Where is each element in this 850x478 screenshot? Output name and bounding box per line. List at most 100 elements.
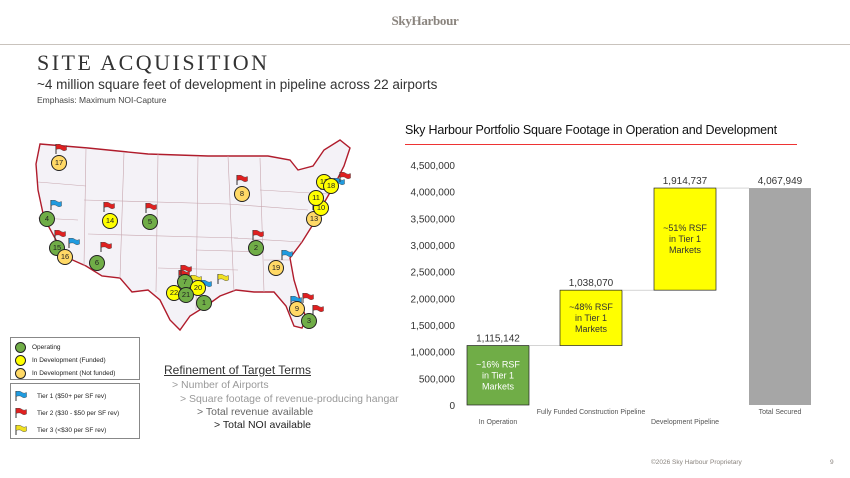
airport-marker-9: 9 [289, 301, 305, 317]
airport-marker-5: 5 [142, 214, 158, 230]
legend-label: In Development (Not funded) [32, 369, 116, 377]
airport-flag-10 [281, 250, 293, 260]
bar-annotation: ~51% RSF [663, 223, 707, 233]
airport-flag-8 [54, 230, 66, 240]
page-title: SITE ACQUISITION [37, 50, 270, 75]
bar-value-label: 1,914,737 [663, 176, 708, 187]
airport-flag-6 [68, 238, 80, 248]
legend-tier1: Tier 1 ($50+ per SF rev) [15, 390, 106, 402]
flag-icon [15, 425, 27, 435]
legend-circle-icon [15, 367, 26, 379]
airport-flag-21 [339, 172, 351, 182]
legend-label: Tier 1 ($50+ per SF rev) [37, 392, 107, 400]
bar-value-label: 4,067,949 [758, 176, 803, 187]
y-tick-label: 4,000,000 [411, 188, 456, 199]
airport-marker-3: 3 [301, 313, 317, 329]
legend-label: In Development (Funded) [32, 356, 106, 364]
y-tick-label: 500,000 [419, 374, 456, 385]
legend-tier3: Tier 3 (<$30 per SF rev) [15, 424, 106, 436]
y-tick-label: 1,500,000 [411, 321, 456, 332]
x-category-label: Total Secured [759, 409, 802, 416]
airport-marker-20: 20 [190, 280, 206, 296]
airport-marker-1: 1 [196, 295, 212, 311]
y-tick-label: 4,500,000 [411, 161, 456, 172]
legend-circle-icon [15, 341, 26, 353]
footer-copyright: ©2026 Sky Harbour Proprietary [651, 459, 742, 466]
y-tick-label: 0 [449, 401, 455, 412]
bar-annotation: in Tier 1 [482, 370, 514, 380]
legend-status-fund: In Development (Funded) [15, 354, 106, 366]
y-tick-label: 3,500,000 [411, 214, 456, 225]
bar-annotation: ~48% RSF [569, 302, 613, 312]
bar-value-label: 1,115,142 [476, 334, 520, 345]
waterfall-chart: 0 500,000 1,000,000 1,500,000 2,000,000 2,500… [411, 161, 811, 426]
us-map-outline [35, 139, 351, 332]
airport-marker-14: 14 [102, 213, 118, 229]
bar-annotation: Markets [669, 245, 702, 255]
status-legend: Operating In Development (Funded) In Devel… [10, 337, 140, 380]
brand-logo: SkyHarbour [391, 13, 459, 28]
tier-legend: Tier 1 ($50+ per SF rev) Tier 2 ($30 - $5… [10, 383, 140, 439]
airport-marker-21: 21 [178, 287, 194, 303]
airport-flag-4 [145, 203, 157, 213]
bar-1 [466, 345, 530, 406]
x-category-label: In Operation [479, 419, 518, 426]
refinement-line-1: > Number of Airports [172, 379, 269, 391]
bar-2 [559, 289, 623, 346]
flag-icon [15, 391, 27, 401]
bar-4 [749, 188, 811, 405]
airport-marker-8: 8 [234, 186, 250, 202]
legend-status-op: Operating [15, 341, 61, 353]
airport-marker-16: 16 [57, 249, 73, 265]
airport-flag-9 [252, 230, 264, 240]
bar-annotation: ~16% RSF [476, 359, 520, 369]
airport-flag-13 [180, 265, 192, 275]
airport-flag-1 [55, 144, 67, 154]
legend-label: Operating [32, 343, 61, 351]
airport-marker-6: 6 [89, 255, 105, 271]
header-divider [0, 44, 850, 45]
legend-label: Tier 2 ($30 - $50 per SF rev) [37, 409, 120, 417]
airport-flag-7 [100, 242, 112, 252]
airport-marker-18: 18 [323, 178, 339, 194]
x-category-label: Fully Funded Construction Pipeline [537, 409, 646, 416]
bar-annotation: in Tier 1 [575, 313, 607, 323]
refinement-line-2: > Square footage of revenue-producing ha… [180, 393, 399, 405]
airport-marker-11: 11 [308, 190, 324, 206]
legend-status-nf: In Development (Not funded) [15, 367, 115, 379]
y-tick-label: 2,000,000 [411, 294, 456, 305]
chart-title-underline [405, 144, 797, 145]
airport-flag-22 [302, 293, 314, 303]
legend-label: Tier 3 (<$30 per SF rev) [37, 426, 107, 434]
airport-flag-5 [50, 200, 62, 210]
bar-annotation: in Tier 1 [669, 234, 701, 244]
emphasis-note: Emphasis: Maximum NOI-Capture [37, 95, 167, 105]
refinement-line-4: > Total NOI available [214, 419, 311, 431]
bar-3 [653, 187, 717, 291]
map-markers-layer: 17814541516621972022211931310111218 [28, 130, 368, 345]
airport-marker-19: 19 [268, 260, 284, 276]
legend-circle-icon [15, 354, 26, 366]
airport-flag-3 [103, 202, 115, 212]
airport-marker-4: 4 [39, 211, 55, 227]
flag-icon [15, 408, 27, 418]
bar-value-label: 1,038,070 [569, 278, 614, 289]
legend-tier2: Tier 2 ($30 - $50 per SF rev) [15, 407, 119, 419]
y-tick-label: 2,500,000 [411, 268, 456, 279]
y-tick-label: 1,000,000 [411, 348, 456, 359]
bar-annotation: Markets [482, 381, 515, 391]
refinement-title: Refinement of Target Terms [164, 363, 311, 377]
page-number: 9 [830, 459, 834, 466]
airport-flag-15 [217, 274, 229, 284]
refinement-line-3: > Total revenue available [197, 406, 314, 418]
airport-flag-2 [236, 175, 248, 185]
x-category-label: Development Pipeline [651, 419, 719, 426]
us-map: 17814541516621972022211931310111218 [28, 130, 368, 345]
airport-marker-17: 17 [51, 155, 67, 171]
airport-marker-2: 2 [248, 240, 264, 256]
bar-annotation: Markets [575, 324, 608, 334]
chart-title: Sky Harbour Portfolio Square Footage in … [405, 123, 777, 137]
airport-flag-17 [312, 305, 324, 315]
page-subtitle: ~4 million square feet of development in… [37, 77, 438, 92]
y-tick-label: 3,000,000 [411, 241, 456, 252]
